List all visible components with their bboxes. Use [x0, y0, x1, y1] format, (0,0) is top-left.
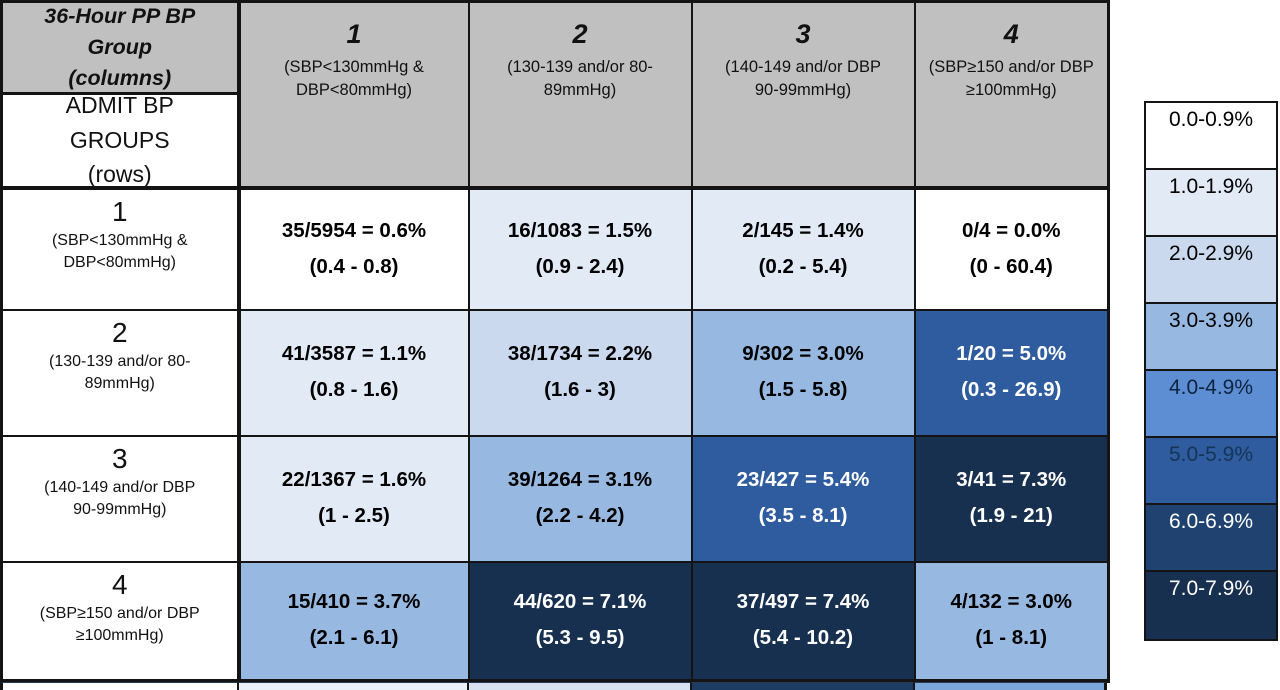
legend-band-3: 3.0-3.9% — [1146, 304, 1276, 371]
corner-cell: 36-Hour PP BP Group (columns) ADMIT BP G… — [0, 0, 241, 190]
cell-value: 39/1264 = 3.1% — [507, 468, 653, 492]
header-row: 36-Hour PP BP Group (columns) ADMIT BP G… — [0, 0, 1110, 190]
cell-r2c4: 1/20 = 5.0% (0.3 - 26.9) — [913, 308, 1110, 437]
cell-ci: (0.9 - 2.4) — [535, 254, 625, 278]
row-header-2: 2 (130-139 and/or 80-89mmHg) — [0, 308, 241, 437]
cropped-next-row-segment — [237, 682, 467, 690]
cell-r4c2: 44/620 = 7.1% (5.3 - 9.5) — [467, 560, 693, 683]
column-header-1-label: (SBP<130mmHg & DBP<80mmHg) — [284, 58, 424, 100]
row-header-3-number: 3 — [111, 442, 128, 474]
legend-band-4: 4.0-4.9% — [1146, 371, 1276, 438]
cell-value: 38/1734 = 2.2% — [507, 342, 653, 366]
cell-ci: (1.6 - 3) — [544, 378, 616, 401]
cell-r3c1: 22/1367 = 1.6% (1 - 2.5) — [237, 434, 470, 563]
cell-value: 0/4 = 0.0% — [961, 218, 1061, 242]
column-header-4-number: 4 — [1003, 19, 1019, 49]
legend-band-2: 2.0-2.9% — [1146, 237, 1276, 304]
cell-value: 4/132 = 3.0% — [950, 590, 1072, 614]
cell-value: 23/427 = 5.4% — [736, 468, 870, 492]
cell-value: 41/3587 = 1.1% — [281, 342, 427, 366]
cell-value: 35/5954 = 0.6% — [281, 218, 427, 242]
cell-value: 1/20 = 5.0% — [956, 342, 1067, 366]
row-header-4-label: (SBP≥150 and/or DBP ≥100mmHg) — [39, 604, 200, 644]
cropped-next-row — [0, 682, 1107, 690]
cell-ci: (5.4 - 10.2) — [752, 626, 854, 649]
column-header-2-number: 2 — [572, 19, 588, 49]
cell-r2c2: 38/1734 = 2.2% (1.6 - 3) — [467, 308, 693, 437]
cropped-next-row-segment — [690, 682, 913, 690]
cell-r2c1: 41/3587 = 1.1% (0.8 - 1.6) — [237, 308, 470, 437]
cell-value: 9/302 = 3.0% — [742, 342, 864, 366]
cell-r1c1: 35/5954 = 0.6% (0.4 - 0.8) — [237, 186, 470, 311]
color-scale-legend: 0.0-0.9% 1.0-1.9% 2.0-2.9% 3.0-3.9% 4.0-… — [1144, 101, 1278, 641]
cell-r2c3: 9/302 = 3.0% (1.5 - 5.8) — [690, 308, 916, 437]
cell-value: 15/410 = 3.7% — [287, 590, 421, 614]
row-header-2-number: 2 — [111, 316, 128, 348]
cell-r4c4: 4/132 = 3.0% (1 - 8.1) — [913, 560, 1110, 683]
cell-ci: (0.4 - 0.8) — [309, 254, 399, 278]
cell-value: 22/1367 = 1.6% — [281, 468, 427, 492]
cell-value: 44/620 = 7.1% — [513, 590, 647, 614]
cell-r1c4: 0/4 = 0.0% (0 - 60.4) — [913, 186, 1110, 311]
column-header-4: 4 (SBP≥150 and/or DBP ≥100mmHg) — [913, 0, 1110, 190]
table-row: 2 (130-139 and/or 80-89mmHg) 41/3587 = 1… — [0, 308, 1110, 437]
bp-crosstab-table: 36-Hour PP BP Group (columns) ADMIT BP G… — [0, 0, 1110, 683]
table-row: 4 (SBP≥150 and/or DBP ≥100mmHg) 15/410 =… — [0, 560, 1110, 683]
corner-rows-title-text: ADMIT BP GROUPS (rows) — [65, 92, 174, 188]
cell-r3c2: 39/1264 = 3.1% (2.2 - 4.2) — [467, 434, 693, 563]
cell-value: 37/497 = 7.4% — [736, 590, 870, 614]
legend-band-1: 1.0-1.9% — [1146, 170, 1276, 237]
row-header-1-label: (SBP<130mmHg & DBP<80mmHg) — [51, 231, 188, 271]
column-header-3: 3 (140-149 and/or DBP 90-99mmHg) — [690, 0, 916, 190]
legend-band-0: 0.0-0.9% — [1146, 103, 1276, 170]
cell-value: 16/1083 = 1.5% — [507, 218, 653, 242]
cropped-next-row-segment — [913, 682, 1107, 690]
corner-columns-title-text: 36-Hour PP BP Group (columns) — [44, 3, 196, 91]
column-header-1: 1 (SBP<130mmHg & DBP<80mmHg) — [237, 0, 470, 190]
table-row: 1 (SBP<130mmHg & DBP<80mmHg) 35/5954 = 0… — [0, 186, 1110, 311]
cell-r3c4: 3/41 = 7.3% (1.9 - 21) — [913, 434, 1110, 563]
row-header-1-number: 1 — [111, 195, 128, 227]
cell-value: 3/41 = 7.3% — [956, 468, 1067, 492]
column-header-4-label: (SBP≥150 and/or DBP ≥100mmHg) — [928, 58, 1094, 100]
row-header-4: 4 (SBP≥150 and/or DBP ≥100mmHg) — [0, 560, 241, 683]
cell-ci: (1.9 - 21) — [969, 504, 1053, 527]
cell-ci: (1 - 2.5) — [318, 504, 390, 527]
cropped-next-row-segment — [467, 682, 690, 690]
cell-r1c2: 16/1083 = 1.5% (0.9 - 2.4) — [467, 186, 693, 311]
column-header-2-label: (130-139 and/or 80-89mmHg) — [507, 58, 653, 100]
cell-ci: (0.8 - 1.6) — [309, 378, 399, 401]
cell-ci: (2.1 - 6.1) — [309, 626, 399, 649]
row-header-1: 1 (SBP<130mmHg & DBP<80mmHg) — [0, 186, 241, 311]
corner-rows-title: ADMIT BP GROUPS (rows) — [5, 92, 235, 183]
row-header-3-label: (140-149 and/or DBP 90-99mmHg) — [44, 478, 196, 518]
cell-ci: (1 - 8.1) — [975, 626, 1048, 649]
cell-ci: (0 - 60.4) — [969, 254, 1053, 278]
column-header-1-number: 1 — [346, 19, 362, 49]
cell-value: 2/145 = 1.4% — [742, 218, 864, 242]
cell-r3c3: 23/427 = 5.4% (3.5 - 8.1) — [690, 434, 916, 563]
cell-r1c3: 2/145 = 1.4% (0.2 - 5.4) — [690, 186, 916, 311]
column-header-3-number: 3 — [795, 19, 811, 49]
cell-ci: (2.2 - 4.2) — [535, 504, 625, 527]
row-header-3: 3 (140-149 and/or DBP 90-99mmHg) — [0, 434, 241, 563]
table-row: 3 (140-149 and/or DBP 90-99mmHg) 22/1367… — [0, 434, 1110, 563]
legend-band-5: 5.0-5.9% — [1146, 438, 1276, 505]
cell-r4c1: 15/410 = 3.7% (2.1 - 6.1) — [237, 560, 470, 683]
row-header-4-number: 4 — [111, 568, 128, 600]
cell-ci: (3.5 - 8.1) — [758, 504, 848, 527]
cropped-next-row-segment — [0, 682, 237, 690]
cell-r4c3: 37/497 = 7.4% (5.4 - 10.2) — [690, 560, 916, 683]
cell-ci: (5.3 - 9.5) — [535, 626, 625, 649]
row-header-2-label: (130-139 and/or 80-89mmHg) — [49, 352, 191, 392]
corner-columns-title: 36-Hour PP BP Group (columns) — [4, 3, 235, 95]
cell-ci: (1.5 - 5.8) — [758, 378, 848, 401]
cell-ci: (0.3 - 26.9) — [961, 378, 1062, 401]
column-header-3-label: (140-149 and/or DBP 90-99mmHg) — [725, 58, 881, 100]
legend-band-6: 6.0-6.9% — [1146, 505, 1276, 572]
cell-ci: (0.2 - 5.4) — [758, 254, 848, 278]
column-header-2: 2 (130-139 and/or 80-89mmHg) — [467, 0, 693, 190]
legend-band-7: 7.0-7.9% — [1146, 572, 1276, 639]
